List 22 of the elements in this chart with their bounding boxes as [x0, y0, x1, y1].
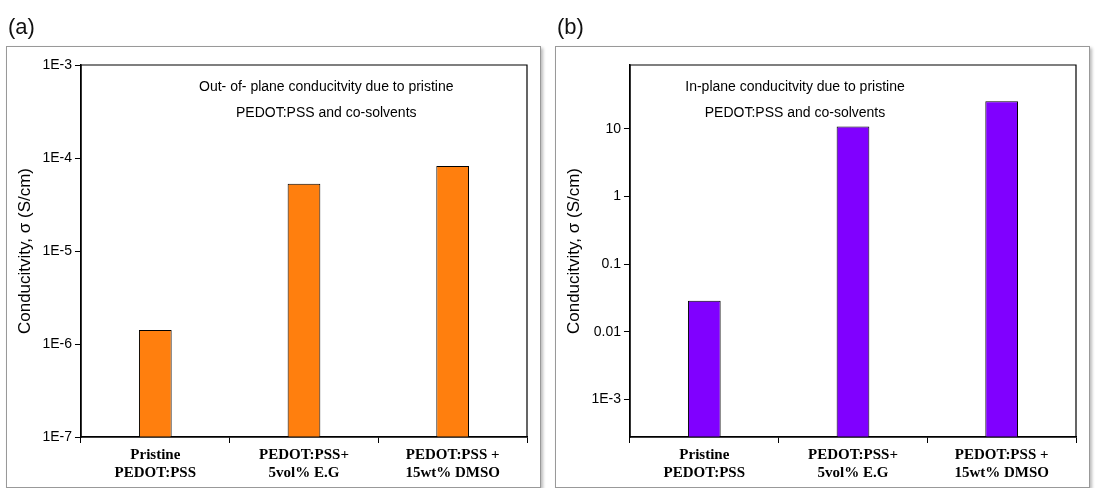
x-tick-label: Pristine PEDOT:PSS — [114, 445, 197, 480]
x-tick-label: PEDOT:PSS + 15wt% DMSO — [954, 445, 1049, 480]
y-tick-label: 1E-3 — [42, 55, 73, 72]
y-tick-label: 1 — [613, 187, 622, 204]
y-tick-label: 1E-3 — [591, 390, 622, 407]
y-tick-label: 0.1 — [601, 255, 622, 272]
y-tick-label: 1E-4 — [42, 148, 73, 165]
annotation: In-plane conducitvity due to pristine PEDOT:PSS and co-solvents — [685, 78, 905, 120]
y-axis-title: Conducitvity, σ (S/cm) — [563, 167, 583, 335]
chart-title: (a) — [8, 14, 35, 40]
y-axis-title: Conducitvity, σ (S/cm) — [14, 167, 34, 335]
x-tick-label: PEDOT:PSS + 15wt% DMSO — [405, 445, 500, 480]
y-tick-label: 1E-7 — [42, 427, 73, 444]
chart-title: (b) — [557, 14, 584, 40]
x-tick-label: Pristine PEDOT:PSS — [663, 445, 746, 480]
x-tick-label: PEDOT:PSS+ 5vol% E.G — [259, 445, 349, 480]
x-tick-label: PEDOT:PSS+ 5vol% E.G — [808, 445, 898, 480]
y-tick-label: 1E-5 — [42, 241, 73, 258]
y-tick-label: 0.01 — [593, 322, 622, 339]
y-tick-label: 1E-6 — [42, 334, 73, 351]
y-tick-label: 10 — [605, 119, 622, 136]
annotation: Out- of- plane conducitvity due to pristine PEDOT:PSS and co-solvents — [199, 78, 454, 120]
